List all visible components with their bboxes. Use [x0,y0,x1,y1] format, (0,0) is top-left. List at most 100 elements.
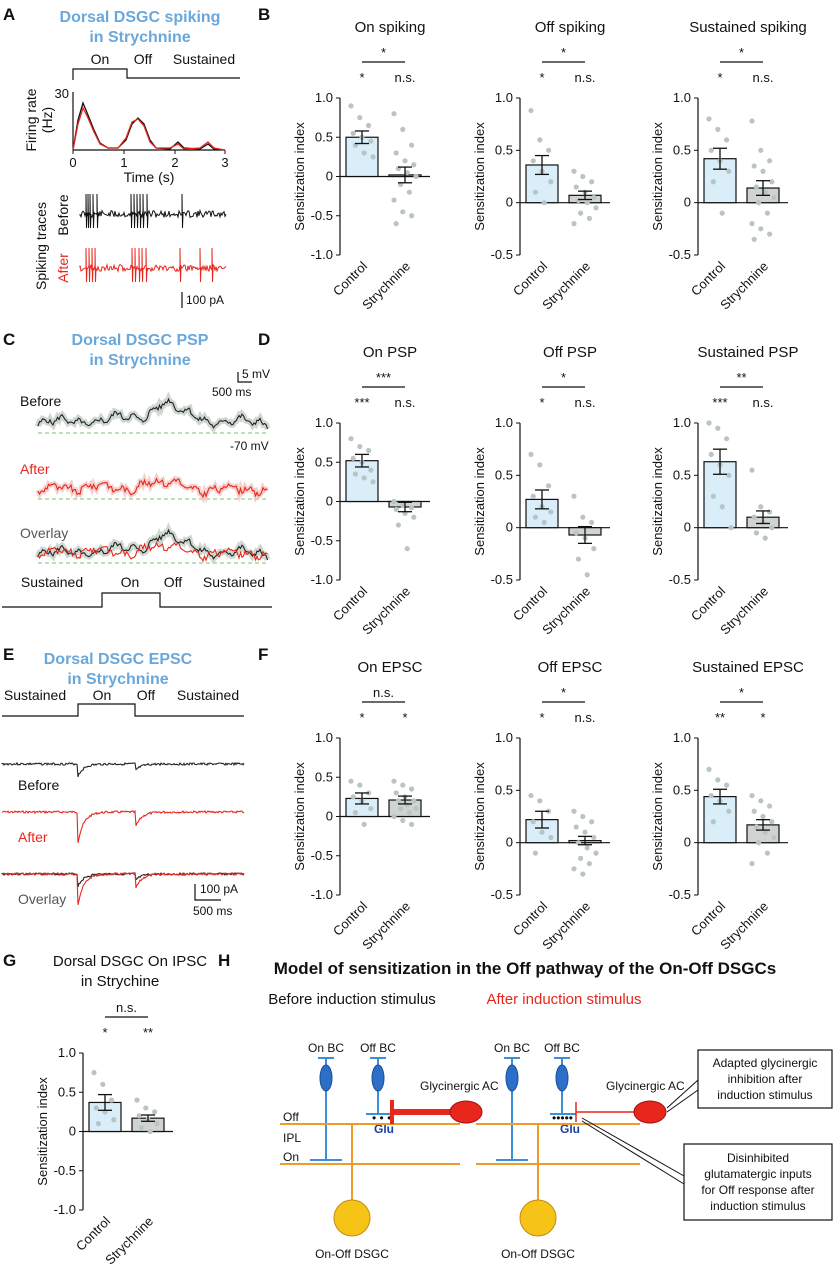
y-tick-label: 1.0 [315,415,333,430]
data-point [143,1105,149,1111]
data-point [537,462,543,468]
before-glycinergic-ac-soma [449,1100,483,1124]
box2-pointer-b [581,1120,685,1185]
data-point [756,200,762,206]
panel-a-ylabel-2: (Hz) [39,107,55,133]
data-point [706,420,712,426]
data-point [575,556,582,562]
y-tick-label: -1.0 [54,1202,76,1217]
panel-c-trace-after [37,477,268,499]
data-point [138,1124,144,1131]
sig-strychnine: n.s. [395,70,416,85]
box2-line-2: glutamatergic inputs [704,1167,811,1181]
model-before: On BC Off BC • • • Glu On-Off DSGC Off I… [280,1041,499,1261]
panel-a-y-max: 30 [55,86,69,101]
data-point [548,179,554,185]
data-point [767,158,773,164]
data-point [751,808,757,814]
data-point [724,436,730,442]
data-point [758,504,764,510]
data-point [93,1105,99,1111]
data-point [749,221,755,227]
data-point [404,169,410,176]
data-point [764,210,771,216]
box2-line-1: Disinhibited [727,1151,789,1165]
data-point [357,443,363,450]
data-point [393,221,399,227]
sig-top: * [561,685,566,700]
after-on-bc-label: On BC [494,1041,530,1055]
y-tick-label: -0.5 [54,1163,76,1178]
data-point [541,519,547,526]
after-off-bc-label: Off BC [544,1041,580,1055]
data-point [539,829,545,835]
y-tick-label: 0.5 [315,454,333,469]
data-point [706,116,712,122]
chart-title: On EPSC [357,659,422,676]
data-point [368,467,374,473]
sig-strychnine: n.s. [753,395,774,410]
panel-a-before-label: Before [55,194,71,235]
category-label: Control [688,258,728,298]
data-point [409,213,415,219]
panel-e-stim-sustained-left: Sustained [4,687,66,703]
data-point [589,179,595,185]
annotation-box-disinhibited [683,1143,833,1221]
y-tick-label: 0 [684,520,691,535]
data-point [764,850,771,856]
sig-strychnine: * [402,710,407,725]
before-off-bc-label: Off BC [360,1041,396,1055]
panel-c-after-label: After [20,461,50,477]
data-point [708,451,714,457]
data-point [393,506,399,512]
data-point [95,1121,101,1127]
y-tick-label: 0.5 [673,782,691,797]
data-point [728,525,734,531]
panel-c-scale-t: 500 ms [212,385,251,399]
y-tick-label: 0.5 [495,467,513,482]
y-tick-label: 0 [506,520,513,535]
y-tick-label: 1.0 [495,415,513,430]
data-point [413,806,419,812]
data-point [402,158,408,164]
data-point [710,819,717,825]
after-glycinergic-ac-soma [633,1100,667,1124]
y-tick-label: -1.0 [311,887,333,902]
data-point [109,1097,115,1103]
y-tick-label: 0 [326,169,333,184]
data-point [154,1121,160,1127]
panel-letter-e: E [3,645,14,664]
data-point [528,451,534,457]
sig-top: * [739,685,744,700]
y-tick-label: -0.5 [311,533,333,548]
panel-c-stim-off: Off [164,574,183,590]
data-point [537,798,543,804]
data-point [584,572,590,578]
data-point [769,179,775,185]
data-point [749,792,755,799]
panel-a-spike-trace-before [79,193,227,229]
panel-c-scale-v: 5 mV [242,367,270,381]
panel-c-overlay-before [37,528,269,561]
data-point [532,514,539,520]
sig-top: ** [736,370,746,385]
y-axis-label: Sensitization index [292,762,307,871]
data-point [767,803,773,809]
y-axis-label: Sensitization index [35,1077,50,1186]
data-point [710,493,717,499]
panel-e-overlay-after [1,871,245,906]
chart-d2: Off PSP 1.0 0.5 0 -0.5 Sensitization index Con… [472,344,610,638]
sig-strychnine: n.s. [395,395,416,410]
data-point [589,519,595,526]
data-point [571,808,577,814]
data-point [393,150,399,156]
panel-letter-c: C [3,330,15,349]
sig-top: * [561,45,566,60]
data-point [769,819,775,825]
data-point [409,505,415,511]
data-point [760,168,766,174]
data-point [571,168,577,174]
y-axis-label: Sensitization index [472,122,487,231]
y-tick-label: -0.5 [491,247,513,262]
panel-e-title-1: Dorsal DSGC EPSC [44,651,193,668]
